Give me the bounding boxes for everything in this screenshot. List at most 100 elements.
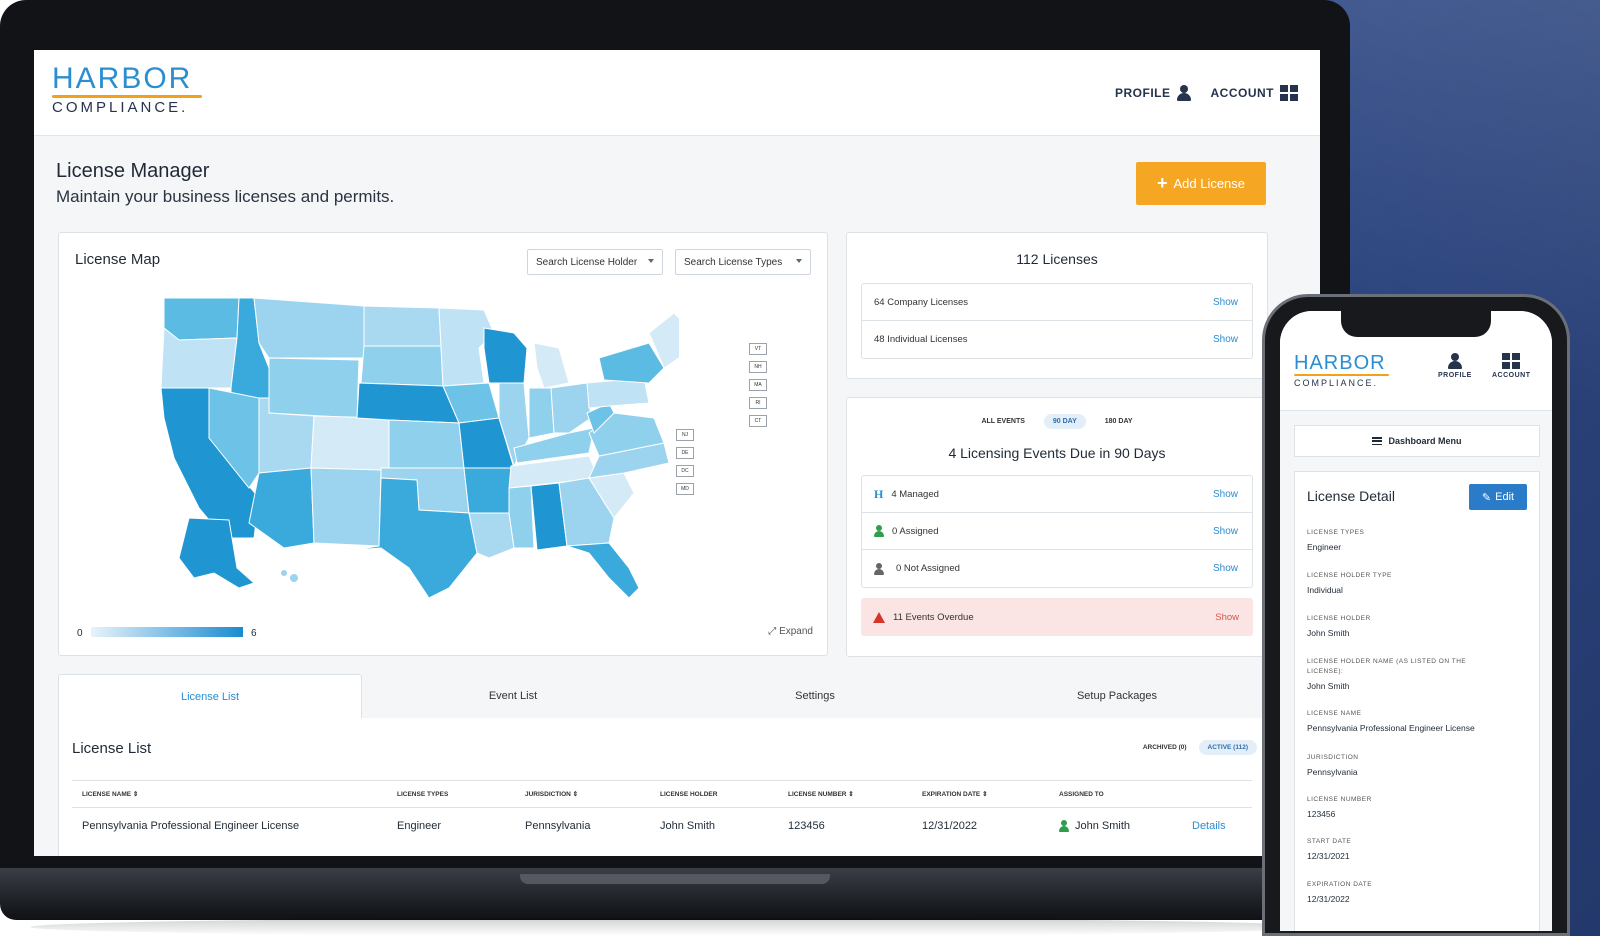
state-box-ma[interactable]: MA (749, 379, 767, 391)
state-montana[interactable] (253, 297, 365, 359)
license-map-card: License Map Search License Holder Search… (58, 232, 828, 656)
state-arizona[interactable] (248, 467, 315, 549)
state-florida[interactable] (566, 542, 640, 599)
col-license-name[interactable]: LICENSE NAME ⇕ (82, 791, 139, 798)
tab-settings[interactable]: Settings (664, 674, 966, 719)
state-washington[interactable] (163, 297, 240, 341)
state-kansas[interactable] (388, 419, 465, 469)
dashboard-menu-button[interactable]: Dashboard Menu (1294, 425, 1540, 457)
state-alaska[interactable] (178, 517, 255, 589)
state-box-nh[interactable]: NH (749, 361, 767, 373)
state-wisconsin[interactable] (483, 327, 528, 384)
state-box-md[interactable]: MD (676, 483, 694, 495)
add-license-button[interactable]: + Add License (1136, 162, 1266, 205)
field-label: LICENSE NUMBER (1307, 796, 1372, 803)
state-texas[interactable] (353, 477, 478, 599)
state-hawaii-island[interactable] (290, 574, 298, 582)
state-new-york[interactable] (598, 342, 665, 384)
state-wyoming[interactable] (268, 357, 360, 419)
license-detail-title: License Detail (1307, 488, 1395, 504)
legend-gradient (91, 627, 243, 637)
show-link[interactable]: Show (1212, 563, 1238, 574)
logo-wordmark-bottom: COMPLIANCE. (1294, 378, 1379, 388)
state-box-vt[interactable]: VT (749, 343, 767, 355)
overdue-events-row: 11 Events Overdue Show (861, 598, 1253, 636)
profile-link[interactable]: PROFILE (1115, 85, 1191, 101)
license-holder-select-value: Search License Holder (536, 256, 638, 268)
state-box-dc[interactable]: DC (676, 465, 694, 477)
state-box-ri[interactable]: RI (749, 397, 767, 409)
us-choropleth-map[interactable] (119, 288, 679, 608)
row-label: 0 Assigned (892, 525, 939, 537)
state-nevada[interactable] (208, 387, 260, 489)
field-value: Pennsylvania Professional Engineer Licen… (1307, 723, 1475, 733)
show-link[interactable]: Show (1212, 296, 1238, 308)
state-mississippi[interactable] (508, 485, 535, 549)
state-indiana[interactable] (528, 387, 555, 439)
laptop-base (0, 868, 1350, 920)
state-ohio[interactable] (550, 382, 592, 434)
state-new-england[interactable] (648, 312, 679, 369)
state-louisiana[interactable] (468, 512, 515, 559)
state-nebraska[interactable] (356, 382, 460, 424)
col-license-holder: LICENSE HOLDER (660, 790, 718, 798)
events-card: ALL EVENTS 90 DAY 180 DAY 4 Licensing Ev… (846, 397, 1268, 657)
pencil-icon: ✎ (1481, 491, 1492, 504)
cell-jurisdiction: Pennsylvania (525, 820, 591, 832)
active-filter[interactable]: ACTIVE (112) (1198, 740, 1257, 755)
expand-link[interactable]: ⤢ Expand (768, 626, 813, 637)
field-value: 123456 (1307, 809, 1336, 819)
account-link-mobile[interactable]: ACCOUNT (1492, 353, 1531, 379)
tab-180-day[interactable]: 180 DAY (1104, 418, 1133, 425)
dashboard-menu-label: Dashboard Menu (1388, 436, 1462, 446)
state-new-mexico[interactable] (310, 467, 382, 547)
field-value: 12/31/2021 (1307, 851, 1350, 861)
license-detail-card: License Detail ✎ Edit LICENSE TYPES Engi… (1294, 471, 1540, 931)
state-michigan[interactable] (533, 342, 570, 389)
show-link[interactable]: Show (1212, 334, 1238, 345)
archived-filter[interactable]: ARCHIVED (0) (1142, 744, 1187, 751)
tab-setup-packages[interactable]: Setup Packages (966, 674, 1268, 719)
field-value: John Smith (1307, 628, 1350, 638)
state-north-dakota[interactable] (363, 305, 442, 347)
state-colorado[interactable] (310, 415, 390, 474)
col-license-number[interactable]: LICENSE NUMBER ⇕ (788, 791, 854, 798)
harbor-logo[interactable]: HARBOR COMPLIANCE. (52, 64, 202, 116)
tab-license-list[interactable]: License List (58, 674, 362, 719)
state-arkansas[interactable] (463, 467, 512, 514)
license-types-select[interactable]: Search License Types (675, 249, 811, 275)
state-minnesota[interactable] (438, 307, 495, 387)
state-box-de[interactable]: DE (676, 447, 694, 459)
show-link[interactable]: Show (1215, 611, 1239, 623)
state-south-dakota[interactable] (360, 345, 444, 387)
profile-link-mobile[interactable]: PROFILE (1438, 353, 1472, 379)
account-link[interactable]: ACCOUNT (1211, 85, 1298, 101)
col-expiration-date[interactable]: EXPIRATION DATE ⇕ (922, 791, 988, 798)
overdue-label: 11 Events Overdue (893, 611, 974, 623)
tab-90-day[interactable]: 90 DAY (1043, 414, 1086, 429)
state-box-ct[interactable]: CT (749, 415, 767, 427)
main-tabs: License List Event List Settings Setup P… (58, 674, 1268, 719)
person-icon (1176, 85, 1191, 101)
state-georgia[interactable] (558, 477, 615, 547)
col-jurisdiction[interactable]: JURISDICTION ⇕ (525, 791, 579, 798)
show-link[interactable]: Show (1212, 488, 1238, 500)
grid-icon (1502, 353, 1521, 369)
laptop-screen: HARBOR COMPLIANCE. PROFILE ACCOUNT Licen… (34, 50, 1320, 856)
events-heading: 4 Licensing Events Due in 90 Days (948, 445, 1166, 461)
field-value: Pennsylvania (1307, 767, 1358, 777)
row-label: 64 Company Licenses (874, 296, 968, 308)
details-link[interactable]: Details (1192, 820, 1226, 832)
chevron-down-icon (796, 259, 802, 263)
state-kentucky[interactable] (513, 427, 595, 464)
harbor-h-icon: H (874, 486, 884, 501)
state-box-nj[interactable]: NJ (676, 429, 694, 441)
field-label: LICENSE HOLDER NAME (AS LISTED ON THE LI… (1307, 658, 1467, 675)
harbor-logo-mobile[interactable]: HARBOR COMPLIANCE. (1294, 353, 1389, 388)
state-hawaii[interactable] (281, 570, 287, 576)
edit-button[interactable]: ✎ Edit (1469, 484, 1527, 510)
license-holder-select[interactable]: Search License Holder (527, 249, 663, 275)
show-link[interactable]: Show (1212, 525, 1238, 537)
tab-all-events[interactable]: ALL EVENTS (981, 418, 1025, 425)
tab-event-list[interactable]: Event List (362, 674, 664, 719)
